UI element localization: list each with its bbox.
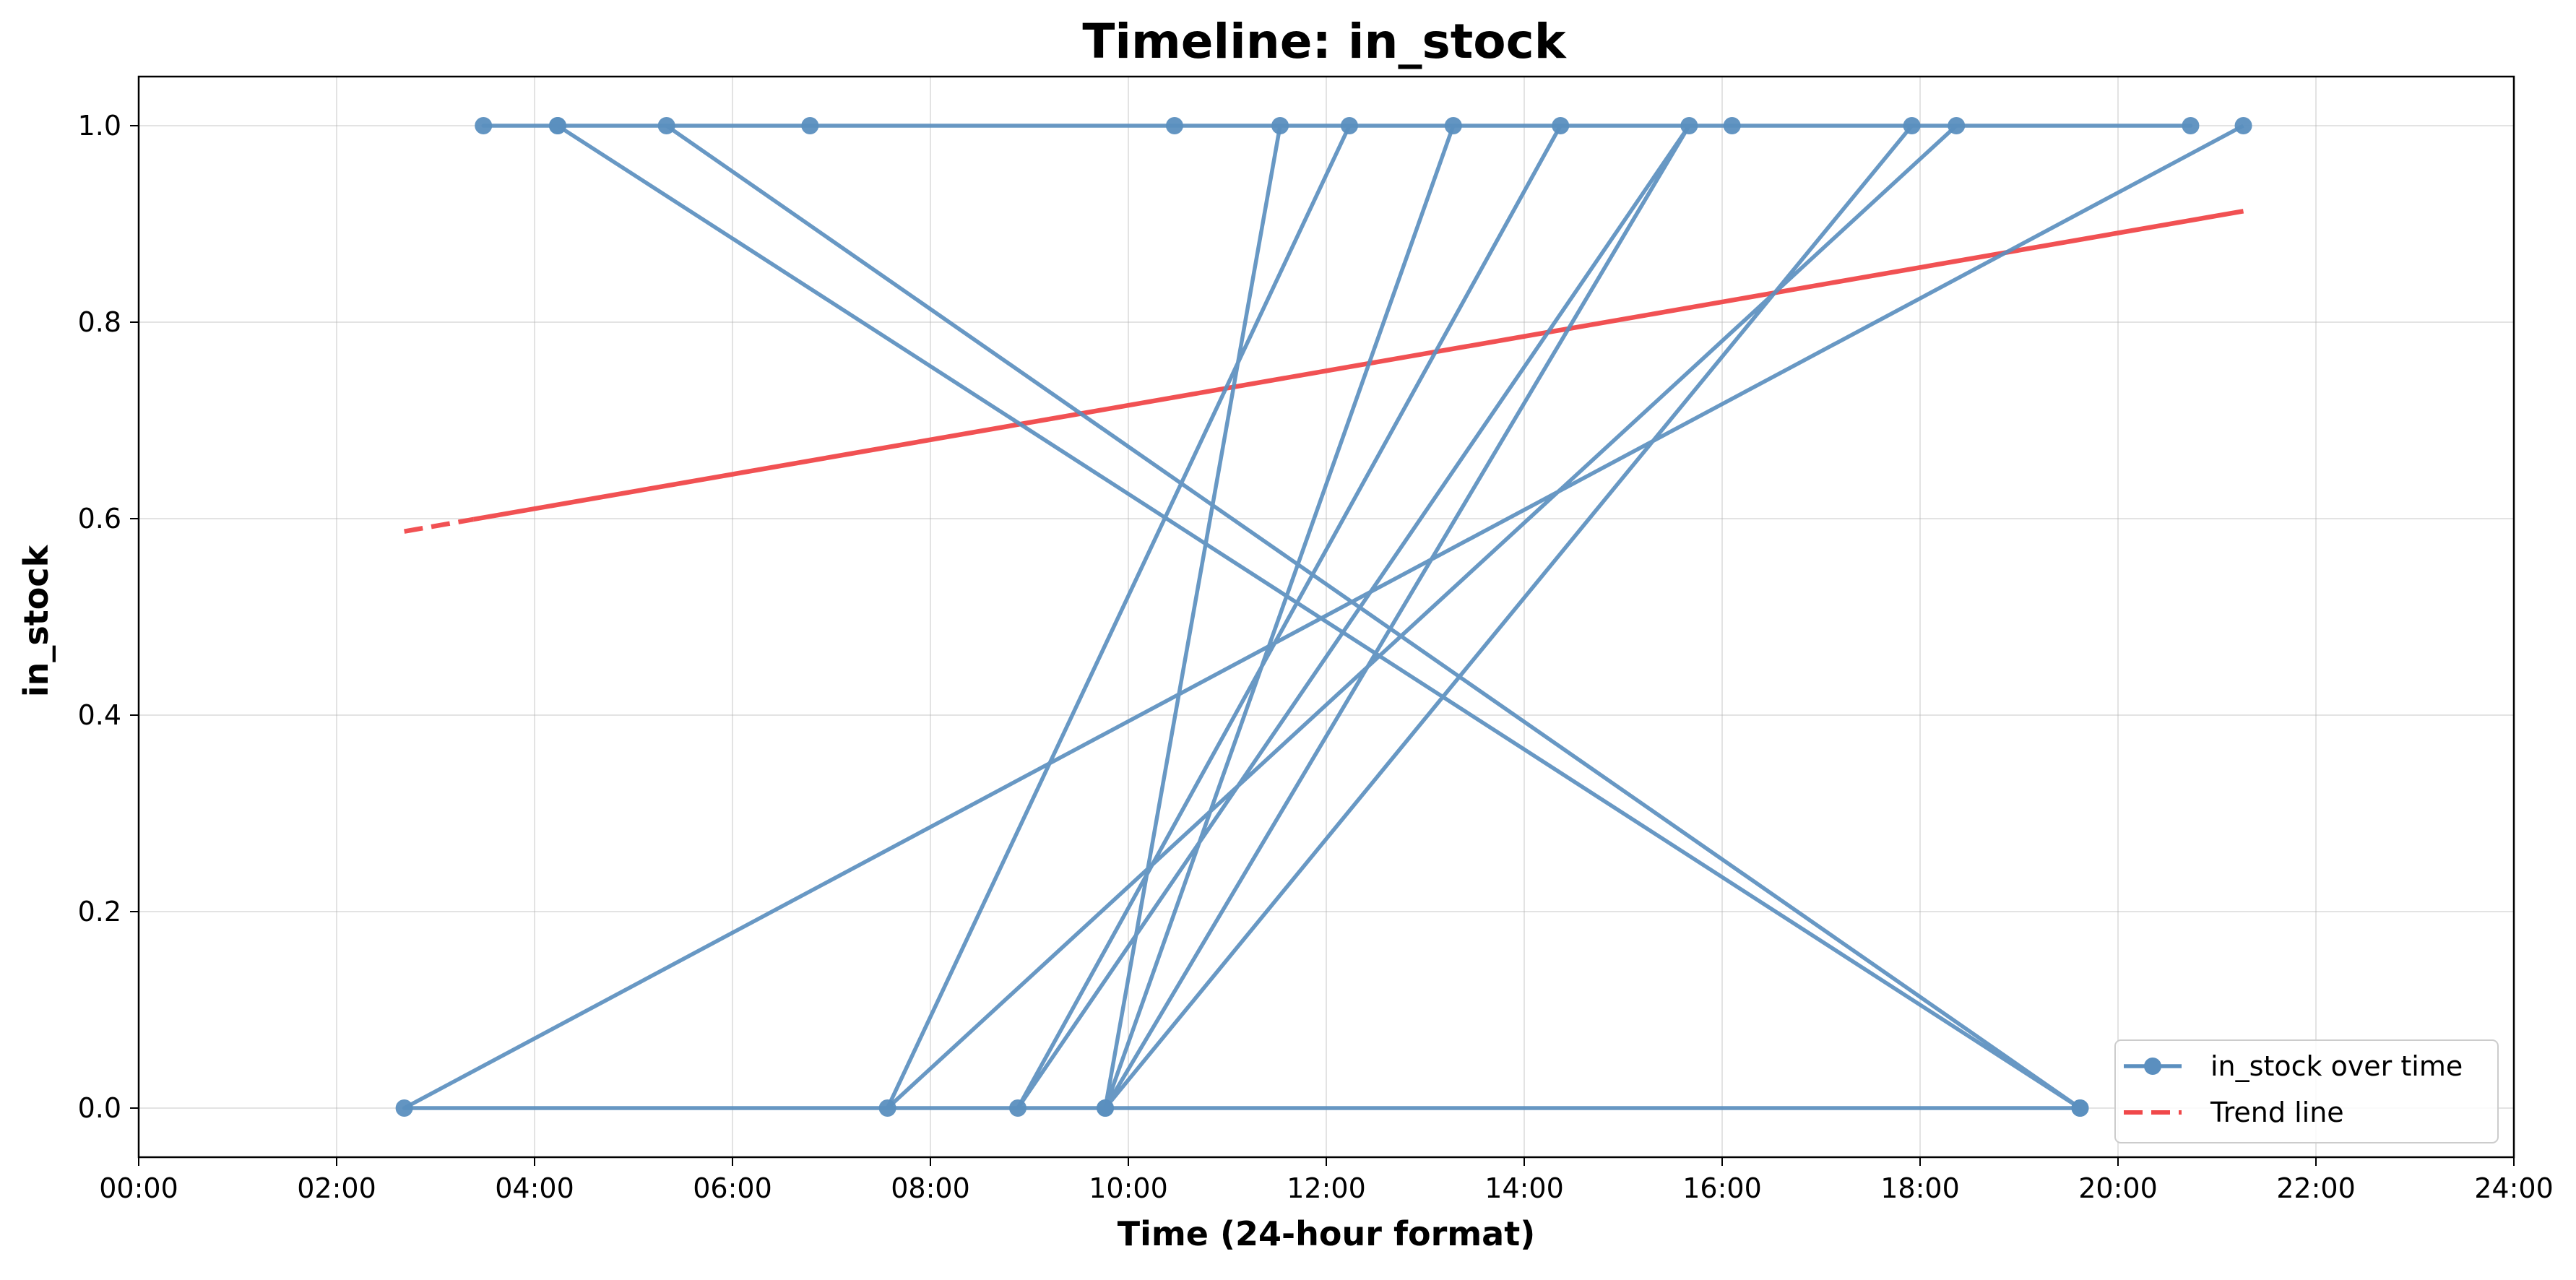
data-point <box>475 117 493 134</box>
legend: in_stock over time Trend line <box>2114 1039 2499 1143</box>
data-point <box>1165 117 1183 134</box>
data-point <box>2182 117 2200 134</box>
legend-label-series: in_stock over time <box>2210 1050 2463 1082</box>
x-tick-label: 14:00 <box>1484 1172 1564 1204</box>
x-tick-label: 18:00 <box>1880 1172 1960 1204</box>
data-point <box>1444 117 1462 134</box>
trend-line-layer <box>404 209 2244 534</box>
x-tick-label: 00:00 <box>99 1172 178 1204</box>
legend-marker-series <box>2144 1058 2161 1075</box>
y-tick-label: 0.4 <box>78 699 121 731</box>
x-tick-label: 10:00 <box>1089 1172 1168 1204</box>
y-axis-label: in_stock <box>17 544 56 697</box>
data-point <box>657 117 675 134</box>
data-point <box>1552 117 1570 134</box>
x-axis-ticks: 00:00 02:00 04:00 06:00 08:00 10:00 12:00 14:00… <box>99 1157 2554 1204</box>
y-axis-ticks: 0.0 0.2 0.4 0.6 0.8 1.0 <box>78 110 139 1124</box>
data-point <box>395 1099 413 1117</box>
trend-line <box>472 209 2244 522</box>
data-point <box>801 117 819 134</box>
y-tick-label: 0.8 <box>78 306 121 338</box>
data-point <box>2071 1099 2089 1117</box>
data-point <box>1948 117 1966 134</box>
x-tick-label: 12:00 <box>1287 1172 1366 1204</box>
x-tick-label: 02:00 <box>297 1172 376 1204</box>
x-tick-label: 16:00 <box>1682 1172 1762 1204</box>
y-tick-label: 0.2 <box>78 896 121 927</box>
trend-line-dashed <box>404 516 475 534</box>
legend-box <box>2114 1039 2499 1143</box>
x-tick-label: 24:00 <box>2474 1172 2554 1204</box>
data-point <box>548 117 566 134</box>
series-layer <box>395 117 2252 1117</box>
data-point <box>1680 117 1698 134</box>
data-point <box>1097 1099 1115 1117</box>
x-tick-label: 20:00 <box>2078 1172 2158 1204</box>
legend-label-trend: Trend line <box>2210 1097 2344 1128</box>
data-point <box>1009 1099 1027 1117</box>
x-axis-label: Time (24-hour format) <box>1118 1214 1536 1253</box>
x-tick-label: 06:00 <box>693 1172 772 1204</box>
data-point <box>878 1099 896 1117</box>
y-tick-label: 0.6 <box>78 503 121 535</box>
data-point <box>1271 117 1289 134</box>
data-point <box>2234 117 2252 134</box>
x-tick-label: 08:00 <box>891 1172 970 1204</box>
x-tick-label: 04:00 <box>495 1172 574 1204</box>
y-tick-label: 0.0 <box>78 1092 121 1124</box>
y-tick-label: 1.0 <box>78 110 121 142</box>
x-tick-label: 22:00 <box>2276 1172 2356 1204</box>
data-point <box>1340 117 1358 134</box>
data-point <box>1723 117 1741 134</box>
data-point <box>1903 117 1921 134</box>
chart-title: Timeline: in_stock <box>1082 14 1567 69</box>
